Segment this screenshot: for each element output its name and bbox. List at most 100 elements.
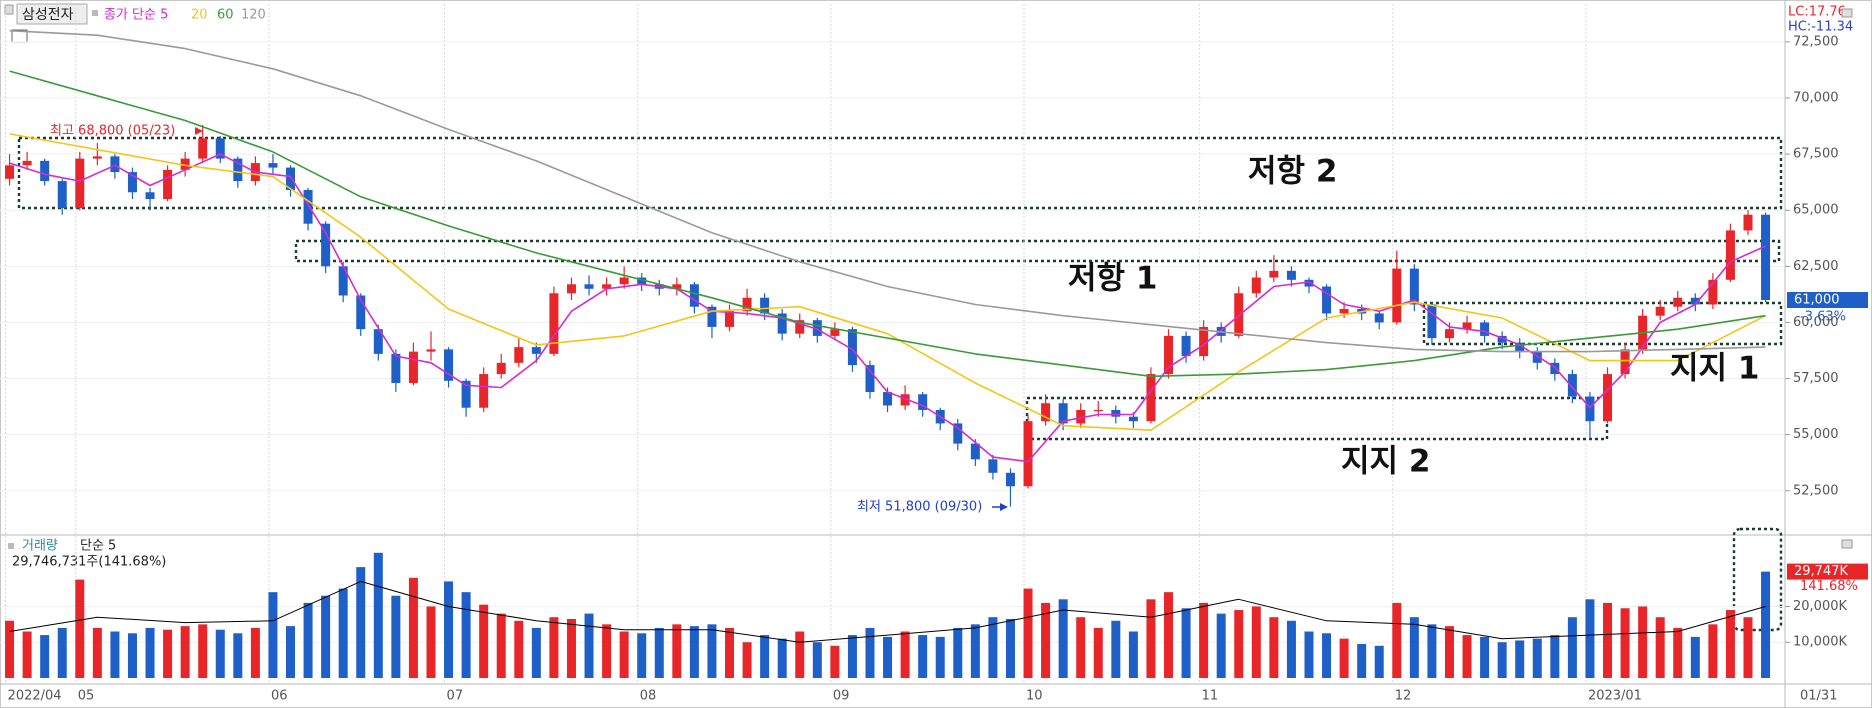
volume-bar	[321, 595, 331, 678]
annotation-arrowhead	[195, 127, 203, 135]
legend-marker	[92, 10, 98, 16]
volume-info: 29,746,731주(141.68%)	[12, 555, 166, 570]
candle-body	[1743, 214, 1753, 231]
volume-bar	[1322, 633, 1332, 678]
volume-bar	[1357, 644, 1367, 678]
symbol-box[interactable]	[16, 3, 88, 25]
x-tick-label: 07	[447, 689, 464, 704]
candle-body	[1146, 374, 1156, 422]
candle-body	[707, 306, 717, 327]
volume-bar	[127, 633, 137, 678]
volume-bar	[953, 627, 963, 678]
volume-bar	[391, 595, 401, 678]
volume-bar	[1023, 588, 1033, 678]
volume-bar	[742, 642, 752, 678]
candle-body	[180, 158, 190, 170]
pane-button[interactable]	[1841, 8, 1853, 18]
volume-bar	[725, 627, 735, 678]
pane-button[interactable]	[1841, 539, 1853, 549]
volume-bar	[988, 617, 998, 678]
volume-bar	[883, 636, 893, 678]
candle-body	[531, 347, 541, 354]
candle-body	[953, 423, 963, 444]
candle-body	[1111, 409, 1121, 417]
volume-bar	[1304, 631, 1314, 678]
volume-bar	[426, 606, 436, 678]
lc-label: LC:17.76	[1788, 5, 1846, 20]
candle-body	[1041, 403, 1051, 422]
candle-body	[1005, 472, 1015, 487]
annotation: 저항 2	[1248, 154, 1337, 190]
price-tag	[1787, 291, 1868, 308]
candle-body	[479, 374, 489, 408]
ma-line	[9, 153, 1766, 463]
candle-body	[883, 392, 893, 406]
volume-bar	[1743, 617, 1753, 678]
volume-bar	[1181, 608, 1191, 678]
annotation: 최저 51,800 (09/30)	[857, 500, 982, 515]
legend-item: 120	[241, 8, 266, 23]
candle-body	[5, 165, 15, 179]
volume-bar	[1146, 599, 1156, 678]
candle-body	[1392, 268, 1402, 323]
annotation: 지지 2	[1341, 444, 1430, 480]
volume-bar	[1234, 610, 1244, 678]
volume-bar	[1164, 592, 1174, 678]
volume-bar	[1058, 599, 1068, 678]
volume-bar	[602, 624, 612, 678]
candle-body	[1444, 329, 1454, 339]
candle-body	[1497, 335, 1507, 343]
candle-body	[1585, 396, 1595, 422]
candle-body	[584, 284, 594, 289]
candle-body	[1480, 322, 1490, 336]
volume-bar	[795, 631, 805, 678]
candle-body	[988, 459, 998, 473]
volume-bar	[1427, 624, 1437, 678]
support-1-zone	[1422, 301, 1783, 346]
volume-bar	[180, 626, 190, 678]
candle-body	[127, 172, 137, 193]
volume-bar	[145, 627, 155, 678]
x-tick-label: 05	[78, 689, 95, 704]
candle-body	[602, 284, 612, 289]
annotation: 지지 1	[1670, 351, 1759, 387]
volume-bar	[830, 645, 840, 678]
legend-item: 종가 단순 5	[104, 8, 168, 23]
volume-bar	[22, 631, 32, 678]
menu-icon[interactable]	[4, 4, 14, 15]
volume-bar	[935, 636, 945, 678]
candle-body	[1462, 322, 1472, 330]
volume-bar	[444, 581, 454, 678]
candle-body	[1708, 279, 1718, 305]
volume-bar	[1199, 602, 1209, 678]
candle-body	[1076, 409, 1086, 424]
candle-body	[426, 349, 436, 352]
volume-bar	[1497, 642, 1507, 678]
volume-bar	[619, 631, 629, 678]
volume-bar	[1690, 636, 1700, 678]
volume-bar	[1216, 613, 1226, 678]
y-tick-label: 70,000	[1793, 91, 1839, 106]
volume-bar	[1515, 640, 1525, 678]
volume-bar	[1655, 617, 1665, 678]
volume-tag	[1787, 563, 1868, 580]
candle-body	[830, 329, 840, 336]
candle-body	[777, 313, 787, 334]
candle-body	[1690, 297, 1700, 305]
candle-body	[742, 297, 752, 312]
candle-body	[1409, 268, 1419, 305]
volume-bar	[496, 613, 506, 678]
y-tick-label: 52,500	[1793, 483, 1839, 498]
x-tick-label: 2023/01	[1588, 689, 1642, 704]
volume-bar	[654, 627, 664, 678]
symbol: 삼성전자	[22, 7, 74, 23]
candle-body	[1673, 297, 1683, 307]
candle-body	[549, 293, 559, 354]
volume-bar	[1673, 627, 1683, 678]
volume-bar	[531, 627, 541, 678]
y-tick-label: 55,000	[1793, 427, 1839, 442]
x-tick-label: 08	[640, 689, 657, 704]
volume-bar	[900, 631, 910, 678]
volume-bar	[75, 579, 85, 678]
